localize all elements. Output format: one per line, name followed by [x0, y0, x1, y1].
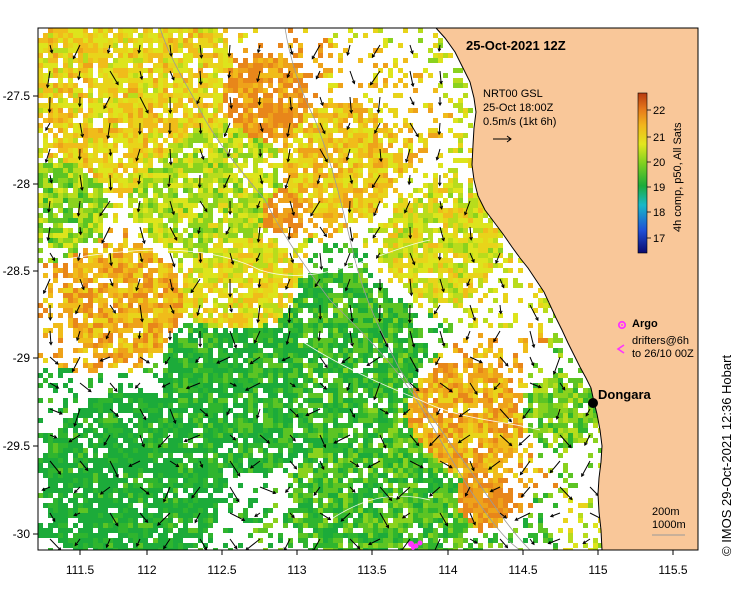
colorbar-ticks: 22 21 20 19 18 17	[647, 105, 665, 245]
vector-scale-label: 0.5m/s (1kt 6h)	[483, 116, 557, 128]
model-time: 25-Oct 18:00Z	[483, 102, 554, 114]
lon-tick-label: 112	[137, 563, 156, 577]
legend: Argo drifters@6h to 26/10 00Z	[621, 318, 694, 361]
colorbar-tick-label: 22	[653, 105, 665, 117]
place-label-dongara: Dongara	[598, 387, 651, 402]
colorbar-tick-label: 21	[653, 132, 665, 144]
current-scale-arrow	[493, 135, 512, 143]
lon-tick-label: 112.5	[207, 563, 236, 577]
depth-scale: 200m 1000m	[652, 506, 686, 532]
lon-tick-label: 114	[438, 563, 457, 577]
lat-tick-label: -29.5	[3, 439, 31, 453]
dongara-town-icon	[588, 398, 598, 408]
depth-200m: 200m	[652, 506, 680, 518]
lon-tick-label: 113	[287, 563, 306, 577]
drifter-icon	[616, 344, 625, 354]
lon-tick-label: 115	[588, 563, 607, 577]
lat-tick-label: -28	[13, 177, 31, 191]
legend-drifters: drifters@6h	[632, 335, 690, 347]
colorbar-tick-label: 17	[653, 233, 665, 245]
lon-tick-label: 114.5	[508, 563, 537, 577]
lat-tick-label: -28.5	[3, 264, 31, 278]
model-name: NRT00 GSL	[483, 88, 543, 100]
colorbar: 22 21 20 19 18 17 4h comp, p50, All Sats	[637, 92, 684, 254]
depth-1000m: 1000m	[652, 519, 686, 531]
lat-tick-label: -27.5	[3, 89, 31, 103]
legend-drifters-period: to 26/10 00Z	[632, 348, 694, 360]
lat-tick-label: -30	[13, 527, 31, 541]
land-mass	[435, 28, 698, 550]
sst-layer	[38, 28, 698, 550]
lon-tick-label: 115.5	[658, 563, 687, 577]
colorbar-tick-label: 20	[653, 157, 665, 169]
lon-tick-label: 113.5	[357, 563, 386, 577]
isobath-lines	[159, 28, 531, 550]
argo-drifter-track	[408, 540, 423, 550]
legend-argo: Argo	[632, 318, 658, 330]
lon-tick-label: 111.5	[66, 563, 95, 577]
latitude-axis: -27.5 -28 -28.5 -29 -29.5 -30	[3, 89, 38, 541]
longitude-axis: 111.5 112 112.5 113 113.5 114 114.5 115 115.5	[66, 550, 688, 577]
colorbar-tick-label: 18	[653, 207, 665, 219]
lat-tick-label: -29	[13, 351, 31, 365]
credit-text: © IMOS 29-Oct-2021 12:36 Hobart	[719, 355, 734, 556]
map-datetime: 25-Oct-2021 12Z	[466, 38, 566, 53]
colorbar-tick-label: 19	[653, 182, 665, 194]
model-info: NRT00 GSL 25-Oct 18:00Z 0.5m/s (1kt 6h)	[483, 87, 556, 129]
plot-frame	[37, 27, 699, 551]
current-vectors	[41, 44, 604, 550]
colorbar-scale	[637, 92, 648, 254]
colorbar-label: 4h comp, p50, All Sats	[672, 122, 684, 232]
sst-contours	[59, 239, 541, 521]
argo-float-icon	[617, 320, 627, 330]
